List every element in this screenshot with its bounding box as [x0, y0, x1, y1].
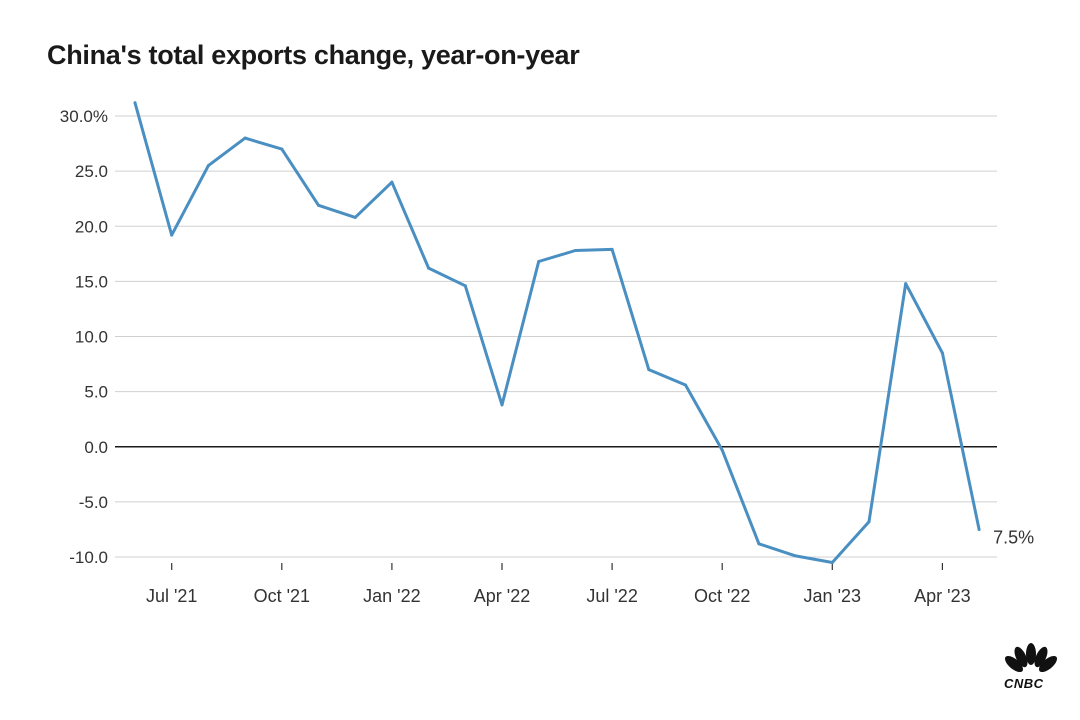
x-tick-label: Jan '23 [804, 586, 861, 606]
y-tick-label: 10.0 [75, 328, 108, 347]
x-axis-ticks: Jul '21 Oct '21 Jan '22 Apr '22 Jul '22 Oct '… [146, 563, 971, 606]
y-tick-label: 25.0 [75, 162, 108, 181]
data-point [794, 554, 798, 558]
data-point [940, 351, 944, 355]
y-tick-label: 15.0 [75, 272, 108, 291]
brand-wordmark: CNBC [1004, 676, 1044, 691]
x-tick-label: Apr '23 [914, 586, 970, 606]
data-point [757, 542, 761, 546]
y-tick-label: 20.0 [75, 217, 108, 236]
x-tick-label: Oct '22 [694, 586, 750, 606]
data-point [500, 403, 504, 407]
y-tick-label: 30.0% [60, 107, 108, 126]
data-point [317, 203, 320, 207]
data-point [573, 249, 577, 253]
x-tick-label: Apr '22 [474, 586, 530, 606]
peacock-logo-icon [1004, 643, 1058, 673]
data-point [537, 260, 541, 264]
data-point [720, 448, 724, 452]
data-point [977, 527, 981, 531]
data-point [390, 180, 394, 184]
data-point [830, 561, 834, 565]
data-point [867, 520, 871, 524]
y-tick-label: 5.0 [84, 383, 108, 402]
y-tick-label: -5.0 [79, 493, 108, 512]
data-point [684, 383, 687, 387]
data-point [133, 101, 137, 105]
data-point [427, 266, 431, 270]
data-point [243, 136, 247, 140]
data-point [647, 368, 651, 372]
y-tick-label: -10.0 [69, 548, 108, 567]
data-point [280, 147, 284, 151]
data-point [610, 247, 614, 251]
x-tick-label: Jan '22 [363, 586, 420, 606]
data-point [463, 284, 467, 288]
y-axis-ticks: 30.0% 25.0 20.0 15.0 10.0 5.0 0.0 -5.0 -10.0 [60, 107, 108, 567]
x-tick-label: Jul '21 [146, 586, 197, 606]
annotations: 7.5% [993, 527, 1034, 547]
series-layer [133, 101, 981, 565]
grid-lines [115, 115, 997, 558]
y-tick-label: 0.0 [84, 438, 108, 457]
series-line [133, 101, 981, 564]
data-point [170, 233, 174, 237]
data-point [353, 215, 357, 219]
chart-title: China's total exports change, year-on-ye… [47, 40, 580, 70]
data-point [904, 282, 908, 286]
x-tick-label: Oct '21 [254, 586, 310, 606]
x-tick-label: Jul '22 [586, 586, 637, 606]
end-value-label: 7.5% [993, 527, 1034, 547]
data-point [206, 164, 210, 168]
